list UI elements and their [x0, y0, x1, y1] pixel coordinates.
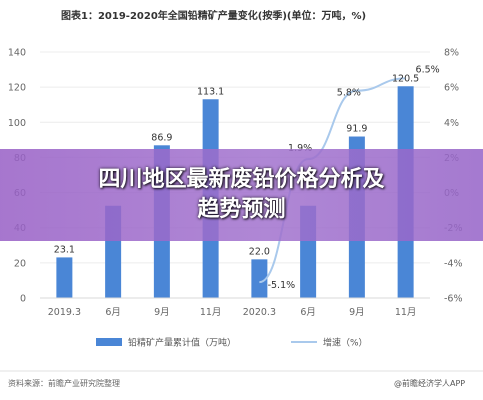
legend-label-bar: 铅精矿产量累计值（万吨）: [128, 337, 236, 349]
y2-tick-label: 4%: [444, 118, 459, 129]
y-tick-label: 0: [20, 294, 26, 305]
legend: 铅精矿产量累计值（万吨） 增速（%）: [96, 337, 368, 349]
x-tick-label: 9月: [154, 307, 170, 318]
bar-value-label: 113.1: [197, 86, 224, 97]
bar-value-label: 23.1: [54, 244, 75, 255]
x-tick-label: 9月: [349, 307, 365, 318]
line-value-label: 1.9%: [288, 143, 312, 154]
banner-title: 四川地区最新废铅价格分析及趋势预测: [98, 167, 385, 222]
bar-data-labels: 23.1 86.9 113.1 22.0 91.9 120.5: [54, 73, 419, 257]
y-tick-label: 120: [8, 83, 26, 94]
x-axis-ticks: 2019.3 6月 9月 11月 2020.3 6月 9月 11月: [40, 297, 430, 318]
x-tick-label: 2019.3: [48, 307, 81, 318]
line-value-label: -5.1%: [268, 280, 296, 291]
y-tick-label: 20: [14, 258, 26, 269]
bar-value-label: 86.9: [151, 132, 172, 143]
bar: [56, 257, 73, 298]
y-tick-label: 140: [8, 48, 26, 59]
x-tick-label: 11月: [200, 307, 222, 318]
y-tick-label: 100: [8, 118, 26, 129]
line-value-label: 5.8%: [337, 88, 361, 99]
bar-value-label: 22.0: [249, 246, 270, 257]
bar: [251, 259, 268, 298]
credit-note: @前瞻经济学人APP: [394, 378, 465, 388]
x-tick-label: 6月: [300, 307, 316, 318]
y2-tick-label: 6%: [444, 83, 459, 94]
x-tick-label: 11月: [395, 307, 417, 318]
line-data-labels: -5.1% 1.9% 5.8% 6.5%: [268, 64, 440, 291]
y2-tick-label: 8%: [444, 48, 459, 59]
legend-label-line: 增速（%）: [323, 337, 368, 349]
legend-swatch-bar: [96, 338, 122, 346]
chart-title: 图表1：2019-2020年全国铅精矿产量变化(按季)(单位：万吨，%): [61, 9, 366, 22]
bar-value-label: 120.5: [392, 73, 419, 84]
y2-tick-label: -4%: [444, 258, 463, 269]
line-value-label: 6.5%: [416, 64, 440, 75]
y2-tick-label: -6%: [444, 294, 463, 305]
source-note: 资料来源：前瞻产业研究院整理: [8, 378, 120, 388]
bar-value-label: 91.9: [346, 124, 367, 135]
x-tick-label: 6月: [105, 307, 121, 318]
overlay-banner: 四川地区最新废铅价格分析及趋势预测: [0, 149, 483, 241]
x-tick-label: 2020.3: [243, 307, 276, 318]
